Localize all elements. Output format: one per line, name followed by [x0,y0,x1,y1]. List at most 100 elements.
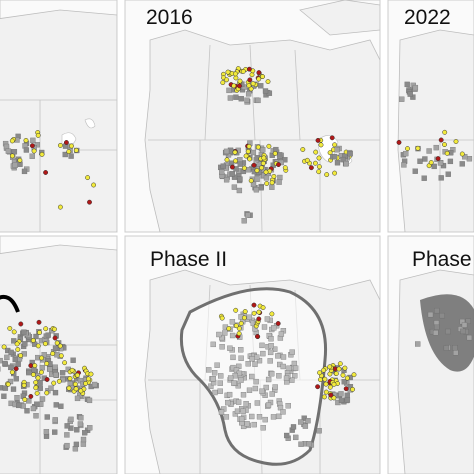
county [52,417,58,423]
county [43,433,50,439]
county [443,345,450,351]
county [298,419,304,425]
county [237,176,243,182]
county [434,307,440,314]
detection-point [15,347,21,352]
detection-point [282,165,288,171]
detection-point [259,165,265,171]
county [271,325,277,331]
detection-point [405,146,410,152]
county [74,395,81,402]
detection-point [260,305,266,311]
detection-point [246,66,252,72]
county [252,385,259,392]
county [53,402,59,408]
county [222,330,228,336]
detection-point [57,343,63,349]
detection-point [52,326,57,332]
detection-point [435,156,441,162]
detection-point [22,397,28,403]
detection-point [17,157,23,163]
detection-point [35,375,41,381]
county [465,318,471,324]
detection-point [328,392,334,398]
county [8,349,14,356]
detection-point [86,376,91,382]
detection-point [37,330,42,335]
detection-point [266,143,272,149]
county [249,413,255,420]
detection-point [21,382,27,388]
county [412,84,419,91]
county [21,168,28,175]
county [245,361,251,367]
detection-point [236,325,242,331]
county [276,152,283,158]
detection-point [251,310,257,316]
detection-point [261,155,267,161]
detection-point [444,150,450,156]
detection-point [340,372,346,378]
county [210,376,216,382]
county [275,353,281,359]
county [445,171,451,177]
county [268,343,274,349]
detection-point [62,360,68,366]
county [340,156,346,163]
county [344,392,350,399]
county [214,362,220,368]
county [218,409,225,415]
detection-point [31,148,37,154]
county [253,187,260,193]
county [235,399,242,405]
county [1,393,7,399]
county [249,356,255,362]
county [263,384,269,391]
detection-point [308,165,314,171]
county [447,158,454,165]
detection-point [69,143,74,149]
detection-point [438,137,444,143]
county [231,184,238,190]
county [30,405,37,412]
detection-point [35,132,41,138]
county [426,148,432,154]
county [64,442,70,449]
county [439,312,445,319]
county [246,387,253,393]
county [252,361,258,367]
county [223,414,230,420]
detection-point [57,142,63,148]
county [34,401,40,407]
county [241,218,247,224]
panel-label: Phase II [150,248,227,271]
county [421,175,427,181]
detection-point [315,384,321,390]
county [29,153,35,159]
county [13,376,19,382]
county [459,161,465,167]
county [230,354,236,361]
county [233,367,240,373]
county [37,380,43,386]
panel-marks [2,130,97,210]
detection-point [238,320,244,326]
county [445,328,451,335]
detection-point [251,162,257,168]
county [0,385,4,391]
detection-point [74,372,80,378]
county [52,345,59,351]
county [466,156,473,162]
county [238,416,245,422]
county [293,434,299,441]
detection-point [256,316,262,322]
detection-point [51,380,57,386]
county [238,355,244,361]
county [265,402,272,408]
land-br [397,269,474,474]
county [91,381,98,388]
detection-point [241,315,247,321]
detection-point [331,381,337,387]
county [422,156,428,162]
detection-point [88,371,94,377]
